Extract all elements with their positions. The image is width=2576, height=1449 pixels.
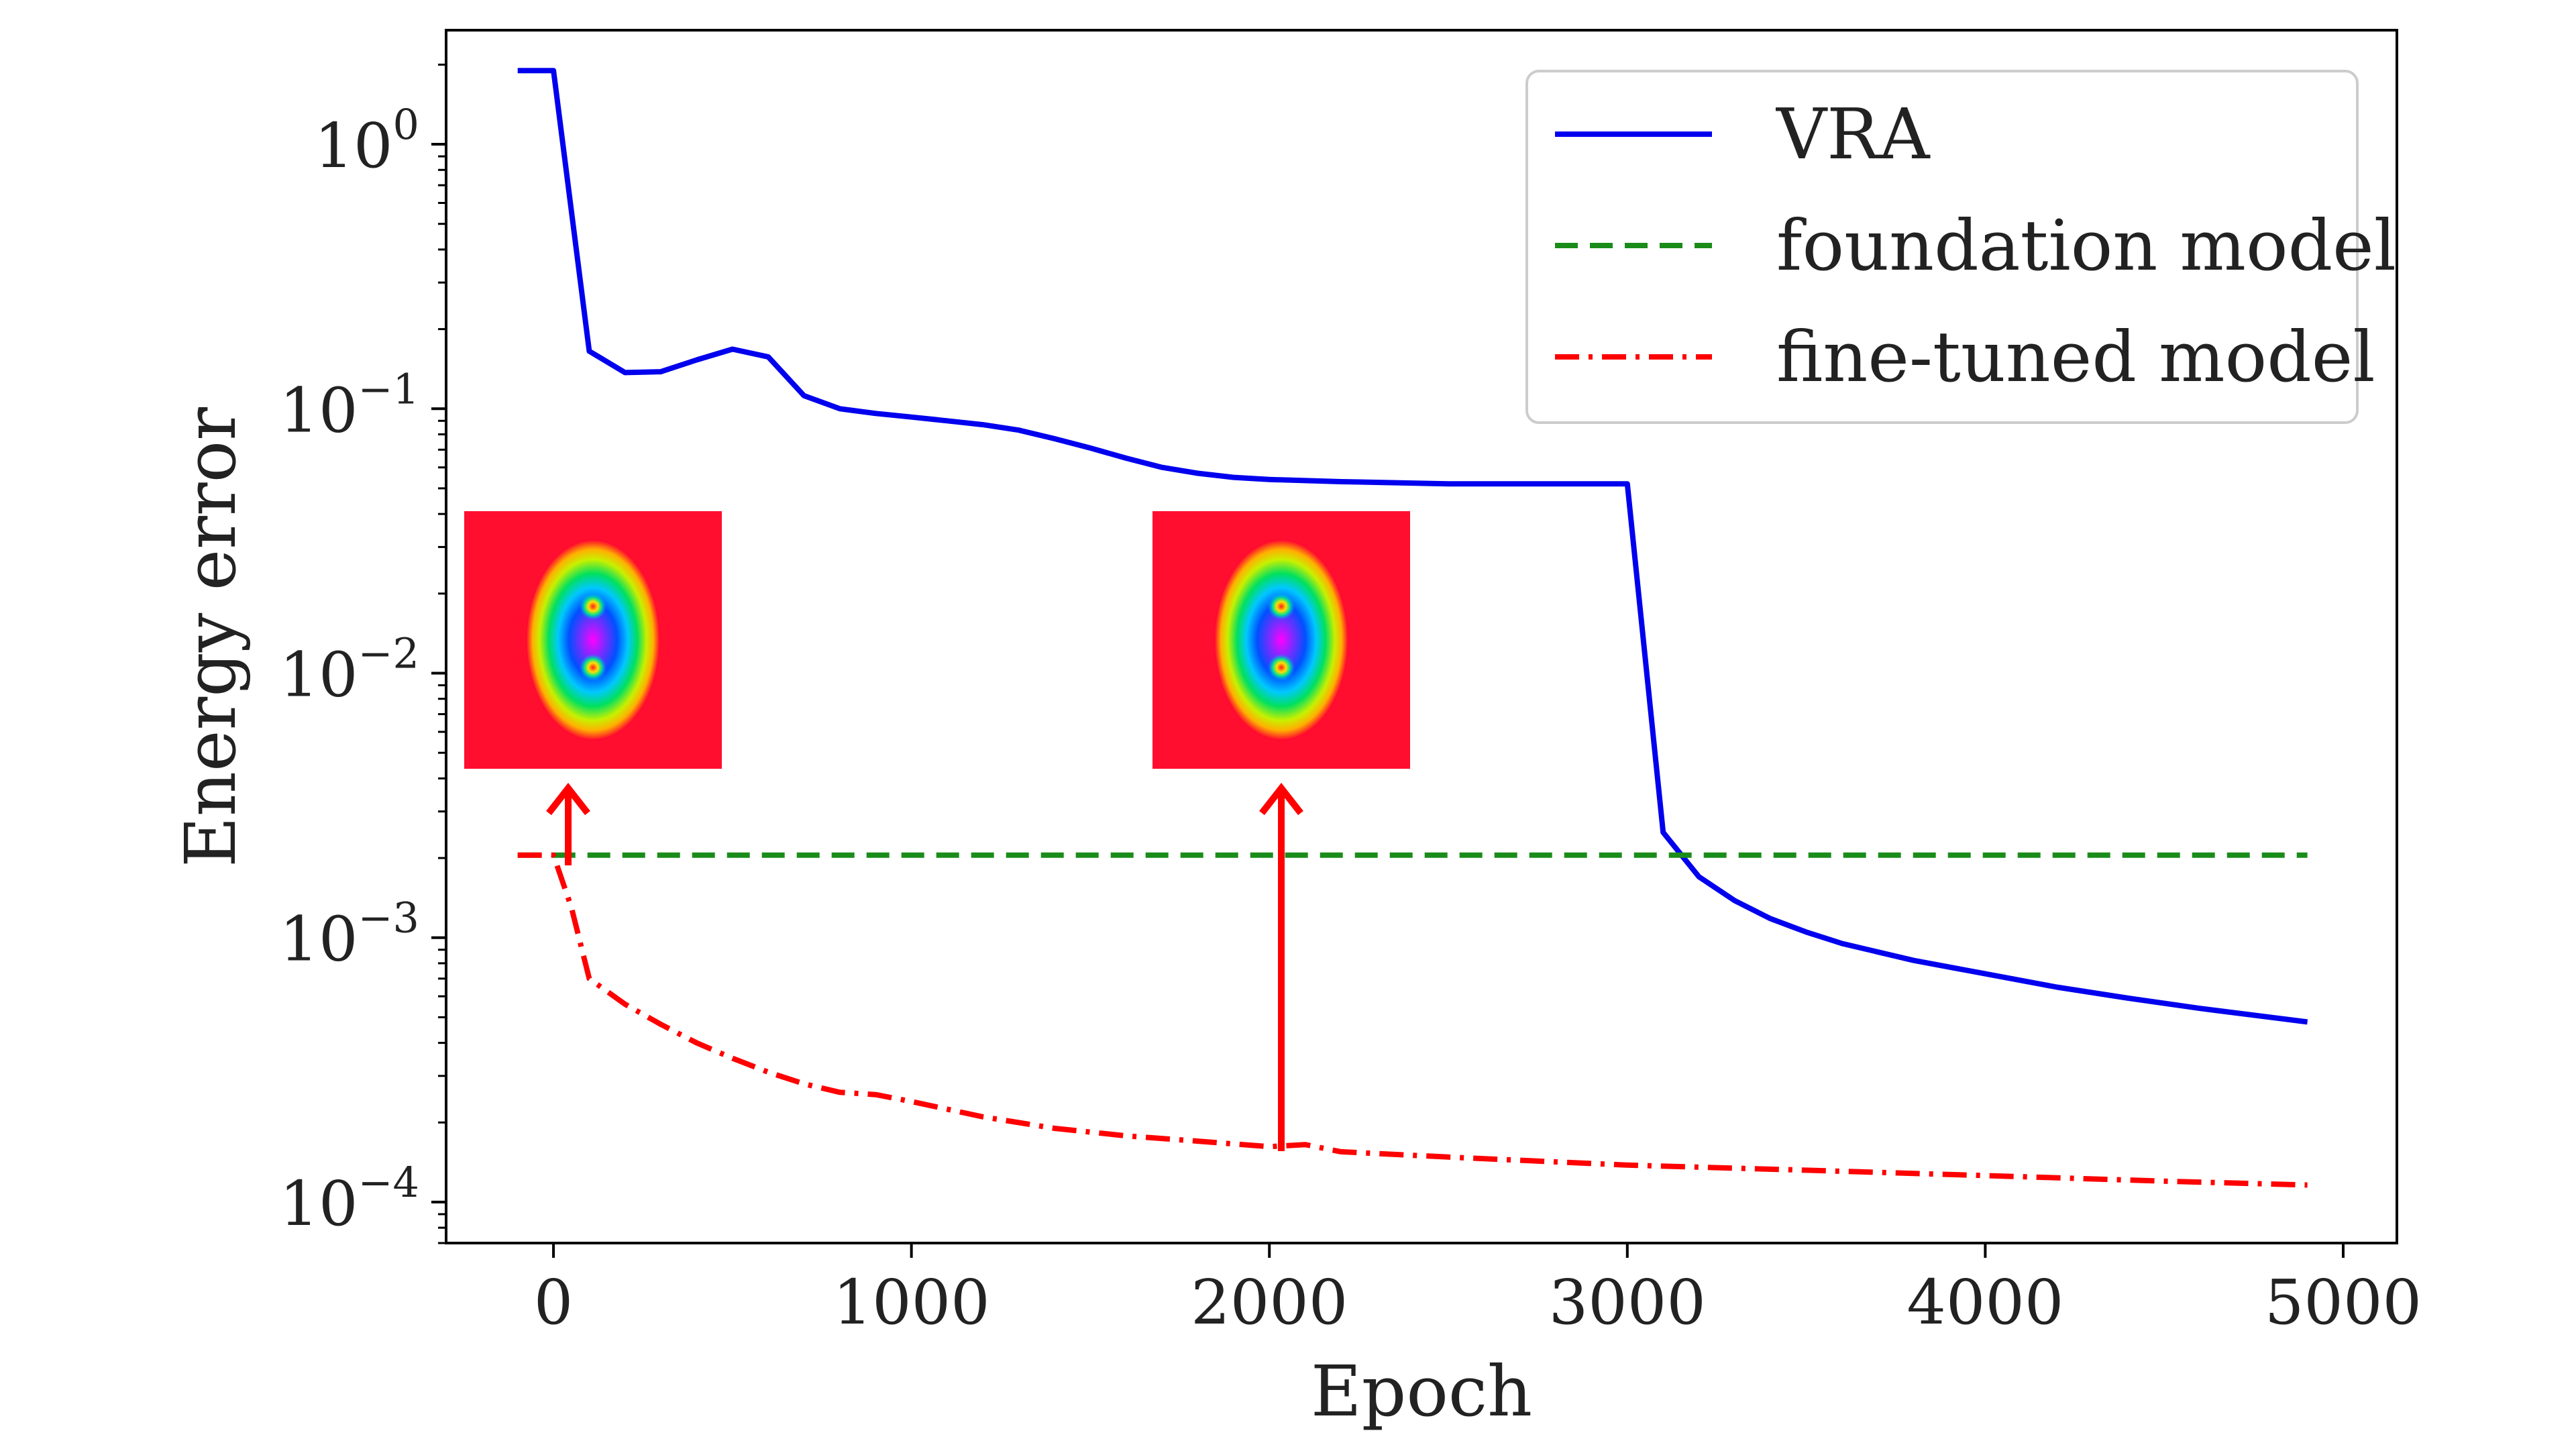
arrow-epoch-2000 (1259, 782, 1303, 1151)
y-tick-label: 100 (314, 100, 419, 182)
x-tick-label: 3000 (1549, 1267, 1706, 1338)
series-line-2 (517, 852, 2308, 1188)
series-line-0 (517, 68, 2308, 1025)
x-axis-ticks: 0 1000 2000 3000 4000 5000 (534, 1243, 2422, 1338)
x-tick-label: 4000 (1907, 1267, 2063, 1338)
y-tick-label: 10−3 (280, 894, 419, 975)
legend-label-0: VRA (1775, 93, 1931, 175)
series-layer (517, 68, 2308, 1188)
inset-image-epoch-0 (464, 511, 722, 769)
y-tick-label: 10−2 (280, 629, 419, 710)
arrow-epoch-0 (546, 782, 590, 865)
y-axis-ticks: 100 10−1 10−2 10−3 10−4 (280, 63, 446, 1244)
inset-layer (464, 511, 1410, 769)
legend-label-1: foundation model (1776, 205, 2396, 286)
legend-label-2: fine-tuned model (1776, 316, 2375, 398)
plot-frame (445, 29, 2398, 1244)
x-axis-label: Epoch (1311, 1350, 1532, 1432)
legend: VRA foundation model fine-tuned model (1525, 70, 2396, 424)
x-tick-label: 2000 (1191, 1267, 1348, 1338)
x-tick-label: 1000 (833, 1267, 990, 1338)
annotation-arrows (546, 782, 1303, 1151)
x-tick-label: 5000 (2265, 1267, 2422, 1338)
y-tick-label: 10−1 (280, 364, 419, 446)
y-axis-label: Energy error (170, 407, 252, 867)
x-tick-label: 0 (534, 1267, 574, 1338)
inset-image-epoch-2000 (1152, 511, 1410, 769)
legend-box (1525, 70, 2359, 424)
y-tick-label: 10−4 (280, 1158, 419, 1240)
